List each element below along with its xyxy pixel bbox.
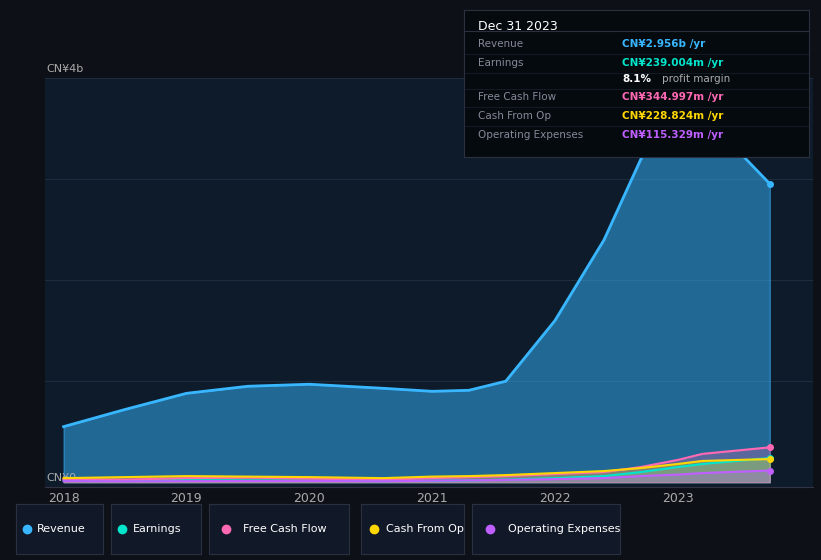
Text: Operating Expenses: Operating Expenses <box>507 524 620 534</box>
Text: Revenue: Revenue <box>37 524 86 534</box>
Text: 8.1%: 8.1% <box>622 74 652 84</box>
Text: Cash From Op: Cash From Op <box>386 524 464 534</box>
Text: Free Cash Flow: Free Cash Flow <box>478 92 556 102</box>
Text: Dec 31 2023: Dec 31 2023 <box>478 20 557 34</box>
Text: Earnings: Earnings <box>132 524 181 534</box>
Text: Revenue: Revenue <box>478 39 523 49</box>
Text: CN¥115.329m /yr: CN¥115.329m /yr <box>622 130 723 140</box>
Text: CN¥228.824m /yr: CN¥228.824m /yr <box>622 111 724 121</box>
Text: CN¥4b: CN¥4b <box>47 64 84 74</box>
Text: CN¥239.004m /yr: CN¥239.004m /yr <box>622 58 724 68</box>
Text: CN¥0: CN¥0 <box>47 473 77 483</box>
Text: Operating Expenses: Operating Expenses <box>478 130 583 140</box>
Text: CN¥2.956b /yr: CN¥2.956b /yr <box>622 39 706 49</box>
Text: Free Cash Flow: Free Cash Flow <box>243 524 327 534</box>
Text: CN¥344.997m /yr: CN¥344.997m /yr <box>622 92 724 102</box>
Text: profit margin: profit margin <box>662 74 731 84</box>
Text: Earnings: Earnings <box>478 58 523 68</box>
Text: Cash From Op: Cash From Op <box>478 111 551 121</box>
